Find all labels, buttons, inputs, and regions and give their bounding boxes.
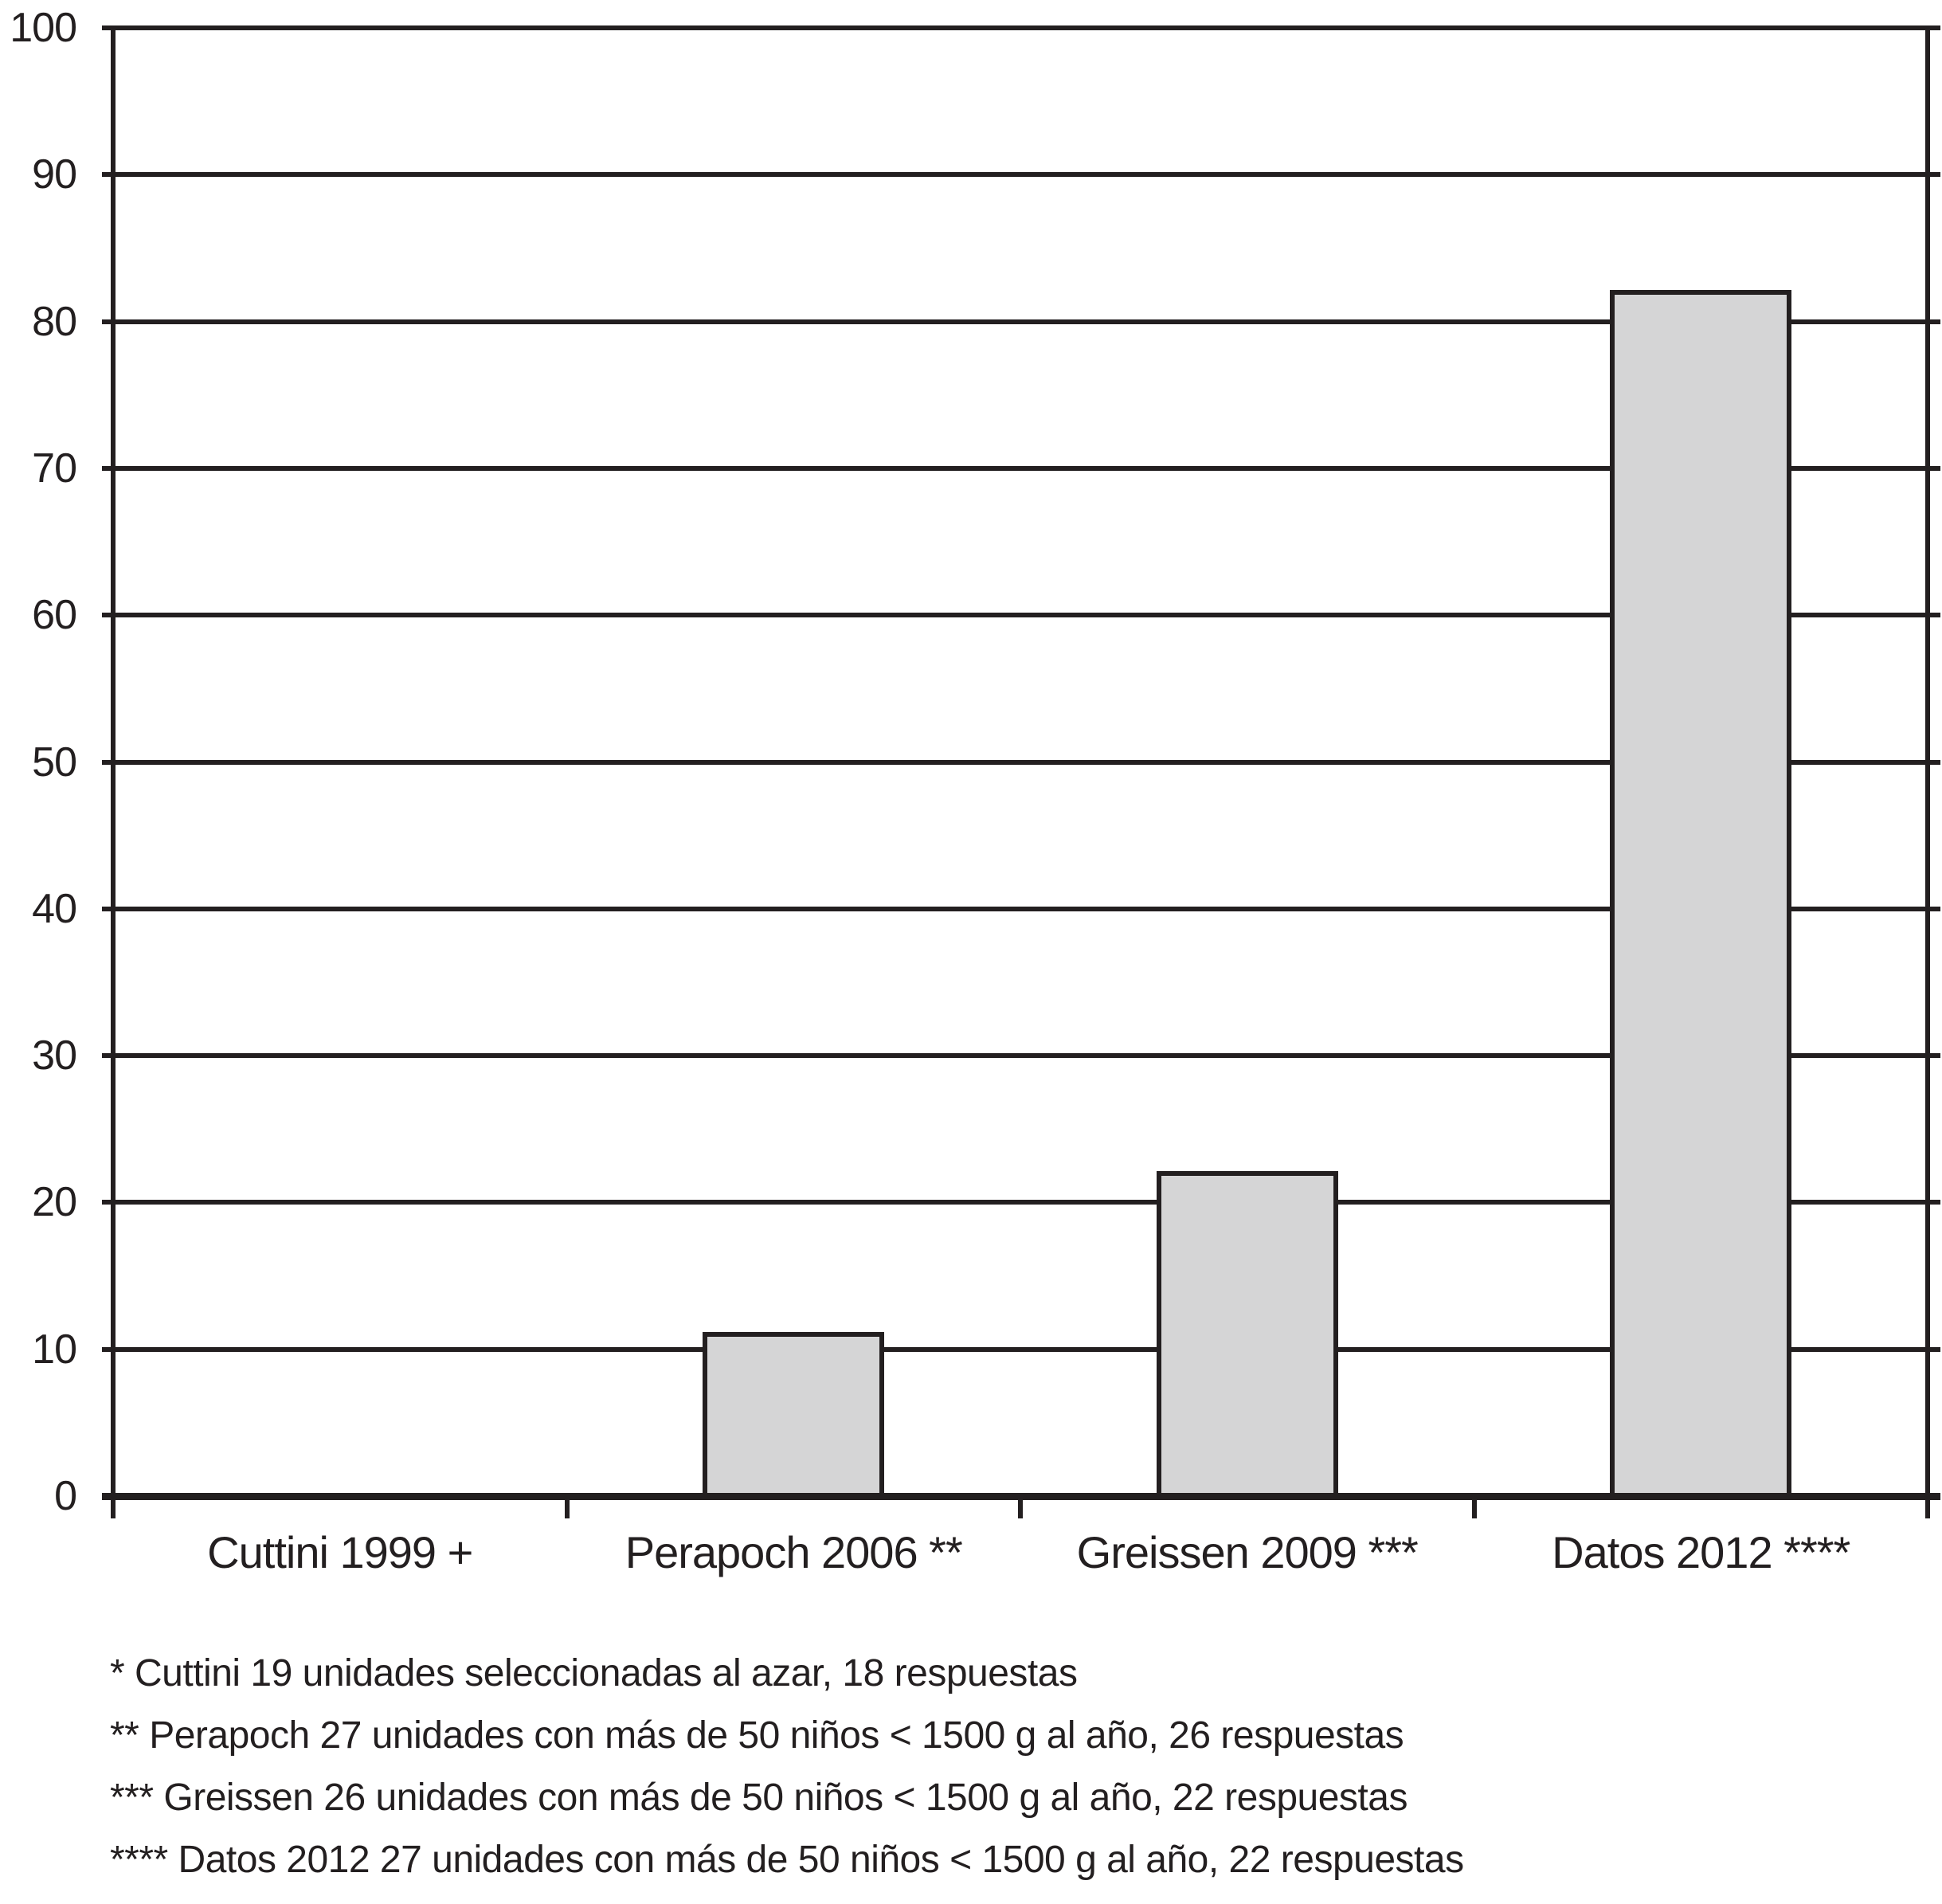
y-gridline (102, 1346, 1940, 1352)
y-axis-tick-label: 10 (32, 1326, 77, 1373)
y-gridline (102, 906, 1940, 911)
footnote-greissen: *** Greissen 26 unidades con más de 50 n… (110, 1777, 1408, 1819)
y-gridline (102, 1053, 1940, 1059)
chart-footnotes: * Cuttini 19 unidades seleccionadas al a… (110, 1643, 1910, 1891)
x-axis-tick (564, 1496, 570, 1518)
y-axis-tick-label: 80 (32, 298, 77, 345)
y-gridline (102, 319, 1940, 324)
y-gridline (102, 465, 1940, 471)
y-axis-tick-label: 40 (32, 885, 77, 932)
x-axis-category-label: Datos 2012 **** (1552, 1527, 1850, 1577)
y-axis-tick-label: 20 (32, 1179, 77, 1226)
y-gridline (102, 613, 1940, 618)
y-gridline (102, 25, 1940, 30)
x-axis-tick (1925, 1496, 1930, 1518)
y-axis-tick-label: 60 (32, 592, 77, 639)
y-axis-tick-label: 70 (32, 445, 77, 492)
y-axis-tick-label: 90 (32, 151, 77, 198)
x-axis-tick (1471, 1496, 1477, 1518)
x-axis-category-label: Perapoch 2006 ** (624, 1527, 963, 1577)
y-axis-tick-label: 30 (32, 1032, 77, 1079)
y-gridline (102, 759, 1940, 765)
bar-4 (1610, 289, 1792, 1499)
y-axis-tick-label: 0 (54, 1473, 77, 1519)
footnote-datos: **** Datos 2012 27 unidades con más de 5… (110, 1839, 1464, 1881)
footnote-cuttini: * Cuttini 19 unidades seleccionadas al a… (110, 1652, 1078, 1694)
y-axis-line (111, 28, 116, 1518)
x-axis-tick (111, 1496, 116, 1518)
x-axis-tick (1018, 1496, 1023, 1518)
y-gridline (102, 1200, 1940, 1205)
footnote-perapoch: ** Perapoch 27 unidades con más de 50 ni… (110, 1714, 1404, 1757)
y-axis-tick-label: 50 (32, 738, 77, 785)
x-axis-category-label: Greissen 2009 *** (1076, 1527, 1419, 1577)
y-gridline (102, 172, 1940, 178)
x-axis-category-label: Cuttini 1999 + (207, 1527, 473, 1577)
bar-3 (1156, 1170, 1338, 1499)
y-axis-tick-label: 100 (10, 5, 77, 51)
bar-2 (703, 1332, 885, 1499)
plot-right-border (1925, 28, 1930, 1496)
